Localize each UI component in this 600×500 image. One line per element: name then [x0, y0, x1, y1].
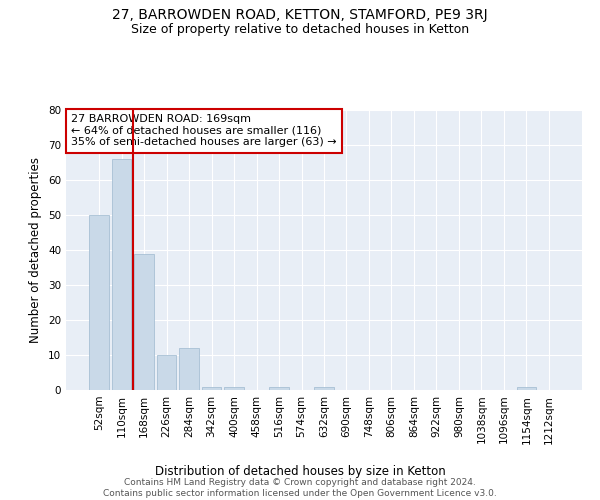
Bar: [89, 215, 109, 390]
Bar: [269, 386, 289, 390]
Text: Contains HM Land Registry data © Crown copyright and database right 2024.
Contai: Contains HM Land Registry data © Crown c…: [103, 478, 497, 498]
Bar: [224, 386, 244, 390]
Bar: [517, 386, 536, 390]
Bar: [202, 386, 221, 390]
Bar: [179, 348, 199, 390]
Bar: [157, 355, 176, 390]
Y-axis label: Number of detached properties: Number of detached properties: [29, 157, 43, 343]
Bar: [314, 386, 334, 390]
Bar: [134, 254, 154, 390]
Text: Size of property relative to detached houses in Ketton: Size of property relative to detached ho…: [131, 22, 469, 36]
Text: 27, BARROWDEN ROAD, KETTON, STAMFORD, PE9 3RJ: 27, BARROWDEN ROAD, KETTON, STAMFORD, PE…: [112, 8, 488, 22]
Text: Distribution of detached houses by size in Ketton: Distribution of detached houses by size …: [155, 464, 445, 477]
Bar: [112, 159, 131, 390]
Text: 27 BARROWDEN ROAD: 169sqm
← 64% of detached houses are smaller (116)
35% of semi: 27 BARROWDEN ROAD: 169sqm ← 64% of detac…: [71, 114, 337, 148]
